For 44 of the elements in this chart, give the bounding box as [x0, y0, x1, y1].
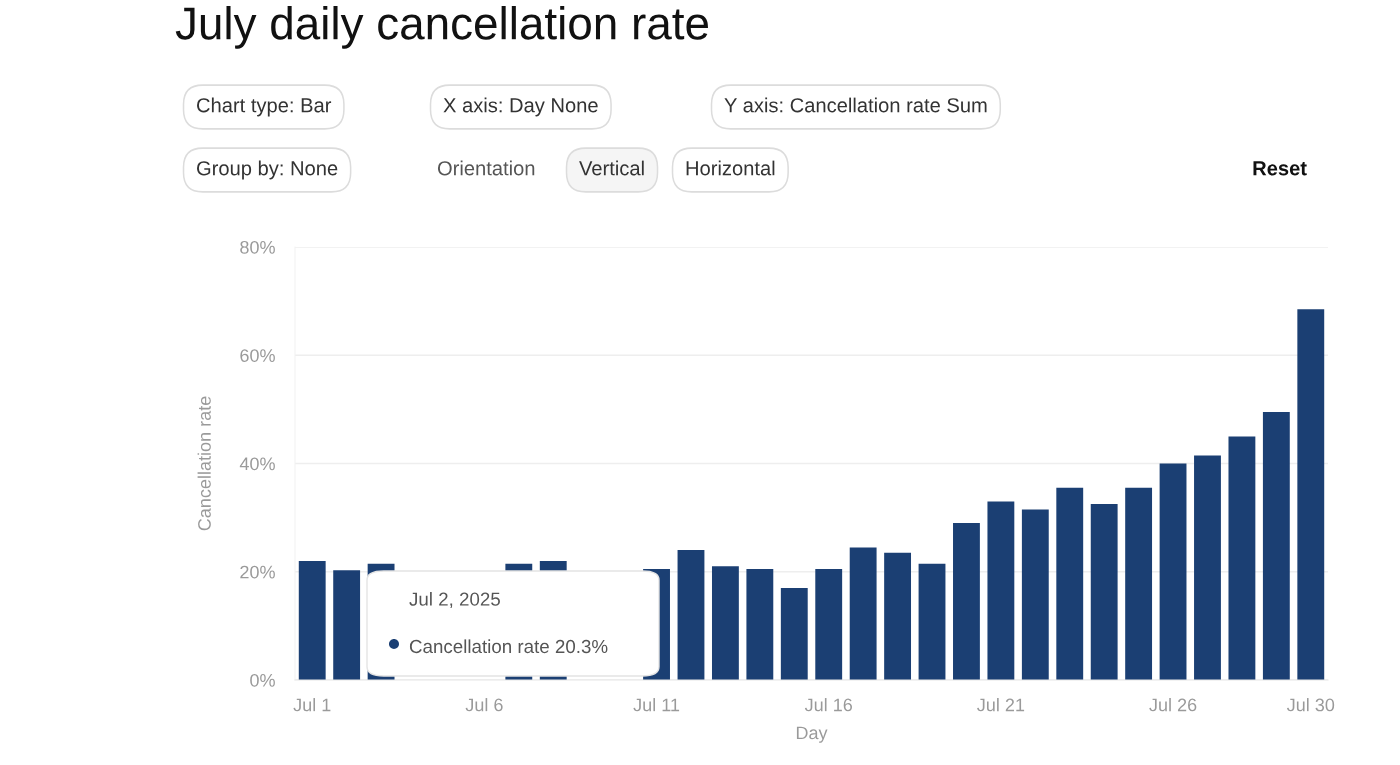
x-tick-label: Jul 1 [293, 698, 331, 712]
bar [1262, 412, 1290, 680]
bar [849, 547, 877, 680]
bar [815, 569, 843, 680]
bar [780, 587, 808, 680]
bar [746, 569, 774, 680]
bar [333, 570, 361, 680]
x-tick-label: Jul 26 [1149, 698, 1197, 712]
y-tick-label: 80% [240, 240, 275, 254]
x-tick-label: Jul 30 [1286, 698, 1335, 712]
x-axis-title: Day [796, 726, 828, 743]
y-axis-title: Cancellation rate [197, 396, 211, 531]
text: Reset [1253, 161, 1307, 176]
x-tick-label: Jul 6 [465, 698, 503, 712]
text: Y axis: Cancellation rate Sum [724, 97, 987, 113]
text: Group by: None [197, 160, 338, 180]
bar [677, 550, 705, 680]
bar [711, 566, 739, 680]
text: Vertical [579, 160, 644, 176]
y-tick-label: 40% [239, 457, 275, 471]
text: Chart type: Bar [197, 97, 332, 117]
text: Orientation [437, 160, 535, 176]
bar [1194, 455, 1221, 680]
chart-title: July daily cancellation rate [175, 6, 708, 49]
bar [987, 501, 1015, 680]
text: Horizontal [686, 160, 775, 176]
text: X axis: Day None [443, 97, 598, 117]
bar [1228, 436, 1256, 680]
bar [1297, 309, 1325, 680]
bar [1021, 509, 1049, 680]
x-tick-label: Jul 21 [977, 698, 1025, 712]
x-tick-label: Jul 11 [633, 698, 680, 712]
bar [1090, 504, 1118, 680]
bar [1159, 463, 1187, 680]
bar [918, 563, 946, 680]
bar [1125, 487, 1153, 680]
bar [1056, 487, 1084, 680]
bar [298, 560, 326, 680]
y-tick-label: 20% [240, 565, 275, 579]
bar [884, 552, 912, 680]
y-tick-label: 60% [240, 349, 275, 362]
bar [953, 523, 980, 680]
x-tick-label: Jul 16 [804, 698, 853, 712]
y-tick-label: 0% [250, 673, 275, 687]
